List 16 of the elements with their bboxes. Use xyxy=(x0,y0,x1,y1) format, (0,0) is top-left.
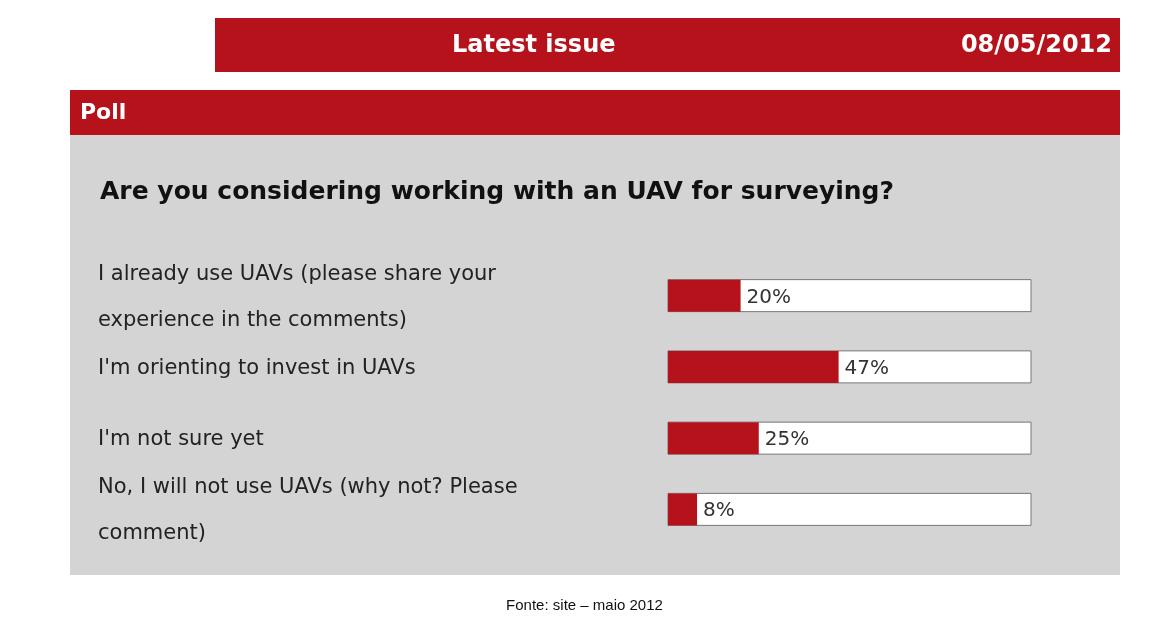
data-label: 8% xyxy=(703,497,735,522)
y-tick-label: I already use UAVs (please share your experience in the comments) xyxy=(98,260,503,331)
text: Latest issue xyxy=(452,30,616,58)
y-tick-label: I'm not sure yet xyxy=(98,426,264,451)
chart-title: Are you considering working with an UAV for surveying? xyxy=(100,176,895,205)
data-label: 20% xyxy=(746,283,792,308)
y-tick-label: No, I will not use UAVs (why not? Please comment) xyxy=(98,474,525,545)
text: Poll xyxy=(80,99,127,124)
bar xyxy=(668,422,759,455)
y-tick-label: I'm orienting to invest in UAVs xyxy=(98,354,416,379)
source-note: Fonte: site – maio 2012 xyxy=(505,596,664,613)
text: 08/05/2012 xyxy=(960,30,1112,58)
bar xyxy=(668,493,698,526)
bar xyxy=(668,279,741,312)
data-label: 25% xyxy=(764,426,810,451)
data-label: 47% xyxy=(844,354,890,379)
